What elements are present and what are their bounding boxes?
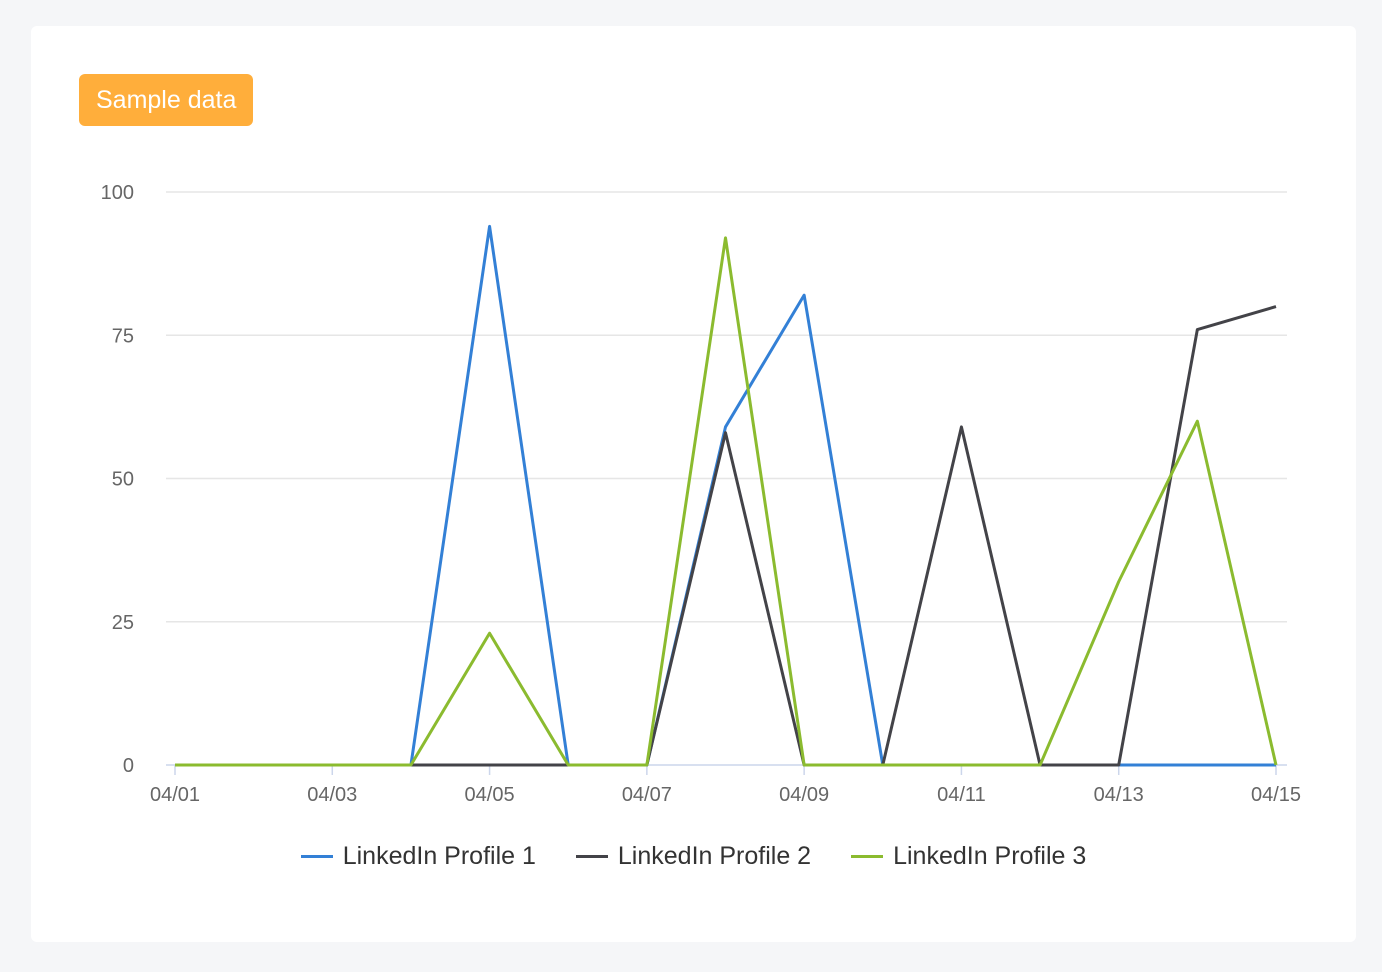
legend-item[interactable]: LinkedIn Profile 2 <box>575 842 812 871</box>
legend-label: LinkedIn Profile 2 <box>617 842 812 870</box>
line-chart: 0 25 50 75 100 04/01 04/03 04/05 04/07 04/09 04/11… <box>101 182 1301 806</box>
legend-swatch <box>851 855 884 858</box>
y-tick-label: 50 <box>112 469 134 491</box>
legend-label: LinkedIn Profile 3 <box>893 842 1087 870</box>
legend-swatch <box>300 855 333 858</box>
x-tick-label: 04/11 <box>937 784 986 806</box>
y-tick-label: 25 <box>112 612 134 634</box>
y-tick-label: 100 <box>101 182 134 204</box>
x-tick-label: 04/09 <box>779 784 829 806</box>
x-tick-label: 04/07 <box>622 784 672 806</box>
chart-card: Sample data 0 25 50 75 100 04/01 04/03 04/05 04/… <box>31 26 1356 942</box>
series-line-3 <box>175 236 1278 767</box>
legend: LinkedIn Profile 1 LinkedIn Profile 2 Link… <box>31 842 1356 871</box>
y-tick-label: 0 <box>123 755 134 777</box>
x-tick-label: 04/05 <box>465 784 515 806</box>
x-tick-label: 04/13 <box>1094 784 1144 806</box>
x-tick-label: 04/15 <box>1251 784 1301 806</box>
series-line-1 <box>175 224 1276 767</box>
sample-data-badge: Sample data <box>79 74 254 126</box>
series-line-2 <box>175 305 1277 767</box>
legend-item[interactable]: LinkedIn Profile 1 <box>300 842 536 871</box>
x-tick-label: 04/03 <box>307 784 357 806</box>
legend-swatch <box>575 855 608 858</box>
x-tick-label: 04/01 <box>150 784 200 806</box>
legend-item[interactable]: LinkedIn Profile 3 <box>851 842 1086 871</box>
legend-label: LinkedIn Profile 1 <box>342 842 536 870</box>
y-tick-label: 75 <box>112 325 134 347</box>
